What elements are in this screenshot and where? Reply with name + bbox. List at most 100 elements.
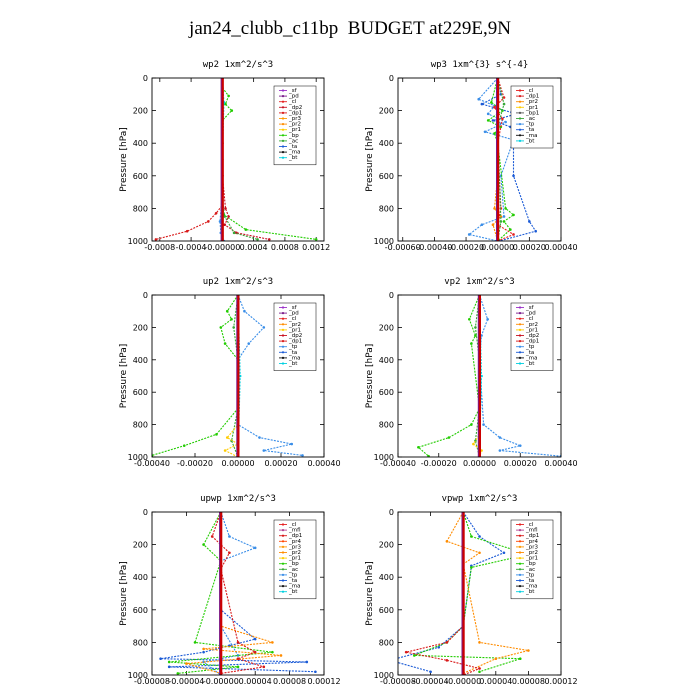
- legend-marker: [281, 100, 285, 103]
- series-point-pr2: [491, 223, 495, 226]
- legend-entry: _tp: [288, 572, 298, 578]
- legend-marker: [281, 568, 285, 571]
- legend-entry: _cl: [288, 99, 297, 105]
- series-point-bp: [182, 444, 186, 447]
- series-point-pr2: [445, 540, 449, 543]
- series-point-ta: [202, 650, 205, 654]
- series-point-bp: [504, 207, 507, 210]
- series-point-bp: [167, 660, 171, 664]
- legend-entry: _ac: [525, 116, 535, 122]
- series-point-tp: [486, 112, 490, 116]
- x-tick-label: -0.00004: [413, 677, 449, 686]
- legend-marker: [281, 156, 285, 159]
- x-tick-label: -0.00004: [168, 677, 204, 686]
- series-point-dp2: [267, 238, 271, 241]
- legend-entry: _ta: [525, 350, 534, 356]
- series-point-bp: [470, 423, 473, 426]
- legend-entry: _ac: [288, 138, 298, 144]
- legend-marker: [281, 557, 285, 560]
- legend-entry: _ta: [288, 350, 297, 356]
- legend-marker: [518, 523, 522, 526]
- plot-frame: [397, 77, 562, 242]
- legend-marker: [518, 139, 522, 142]
- y-tick-label: 1000: [128, 453, 148, 462]
- series-point-dp1: [404, 650, 408, 654]
- x-tick-label: -0.00000: [203, 677, 239, 686]
- legend-marker: [518, 334, 522, 337]
- y-tick-label: 600: [133, 606, 148, 615]
- series-point-ta: [159, 657, 162, 660]
- x-tick-label: -0.00020: [448, 243, 484, 252]
- legend-entry: _ma: [525, 355, 537, 361]
- series-point-bp: [219, 326, 223, 329]
- series-point-bp: [490, 101, 493, 104]
- legend-entry: _cl: [288, 522, 297, 528]
- series-point-bp: [230, 318, 233, 321]
- y-tick-label: 400: [379, 356, 394, 365]
- chart-panel-2: wp3 1xm^{3} s^{-4} Pressure [hPa] 0 200 400 6…: [365, 60, 578, 252]
- series-point-ac: [502, 102, 506, 106]
- legend-marker: [281, 540, 285, 543]
- series-point-pr2: [527, 649, 530, 652]
- series-line-dp1: [211, 512, 264, 674]
- legend: _sf_pd_cl_dp2_dp1_pr3_pr2_pr1_bp_ac_ta_m…: [273, 85, 317, 166]
- x-tick-label: 0.00004: [479, 677, 512, 686]
- legend: _cl_mfl_dp1_pr4_pr3_pr2_pr1_bp_ac_tp_ta_…: [273, 519, 317, 600]
- legend: _sf_pd_cl_pr2_pr1_dp2_dp1_tp_ta_ma_bt: [510, 302, 554, 371]
- legend-entry: _pd: [525, 311, 536, 317]
- series-line-bp: [152, 295, 239, 456]
- series-point-dp1: [236, 657, 240, 660]
- legend-marker: [518, 328, 522, 331]
- series-point-bp: [202, 543, 205, 546]
- y-tick-label: 200: [133, 107, 148, 116]
- legend-marker: [518, 562, 522, 565]
- legend-marker: [281, 323, 285, 326]
- series-point-ta: [491, 119, 495, 122]
- y-tick-label: 800: [379, 421, 394, 430]
- series-point-pr1: [225, 436, 229, 439]
- y-tick-label: 0: [143, 291, 148, 300]
- legend-entry: _dp2: [288, 333, 302, 339]
- legend-marker: [518, 362, 522, 365]
- legend-marker: [281, 351, 285, 354]
- legend-marker: [518, 128, 522, 131]
- x-tick-label: 0.00040: [307, 459, 340, 468]
- y-tick-label: 200: [133, 323, 148, 332]
- x-tick-label: -0.00000: [204, 243, 240, 252]
- legend-entry: _pr4: [288, 539, 302, 545]
- series-point-bp: [224, 102, 227, 106]
- legend-marker: [518, 568, 522, 571]
- series-point-bp: [470, 535, 473, 538]
- legend-entry: _pr4: [525, 539, 539, 545]
- y-tick-label: 1000: [374, 237, 394, 246]
- series-point-bp: [314, 238, 318, 241]
- y-tick-label: 600: [379, 606, 394, 615]
- legend-marker: [518, 312, 522, 315]
- legend-entry: _pd: [288, 94, 299, 100]
- series-line-pr2: [186, 512, 282, 674]
- legend-entry: _dp1: [525, 339, 539, 345]
- x-tick-label: -0.00040: [380, 459, 416, 468]
- legend-entry: _bt: [525, 138, 535, 144]
- series-point-bp: [230, 109, 234, 112]
- series-point-dp1: [478, 667, 481, 670]
- legend-marker: [518, 356, 522, 359]
- legend-entry: _ma: [288, 355, 300, 361]
- legend-entry: _sf: [288, 305, 298, 311]
- legend-entry: _pr1: [288, 127, 301, 133]
- legend-entry: _dp1: [288, 533, 302, 539]
- legend-marker: [281, 139, 285, 142]
- legend-entry: _ac: [288, 567, 298, 573]
- series-point-cl: [493, 106, 496, 109]
- legend-marker: [281, 106, 285, 109]
- legend-marker: [518, 529, 522, 532]
- x-tick-label: -0.00000: [445, 677, 481, 686]
- x-tick-label: 0.00008: [273, 677, 306, 686]
- legend-entry: _dp2: [525, 333, 539, 339]
- series-point-bp: [470, 342, 473, 345]
- x-tick-label: 0.00000: [463, 459, 496, 468]
- legend-entry: _pr1: [525, 105, 538, 111]
- series-point-bp: [225, 309, 229, 313]
- series-point-tp: [504, 120, 507, 124]
- legend-entry: _pr1: [288, 556, 301, 562]
